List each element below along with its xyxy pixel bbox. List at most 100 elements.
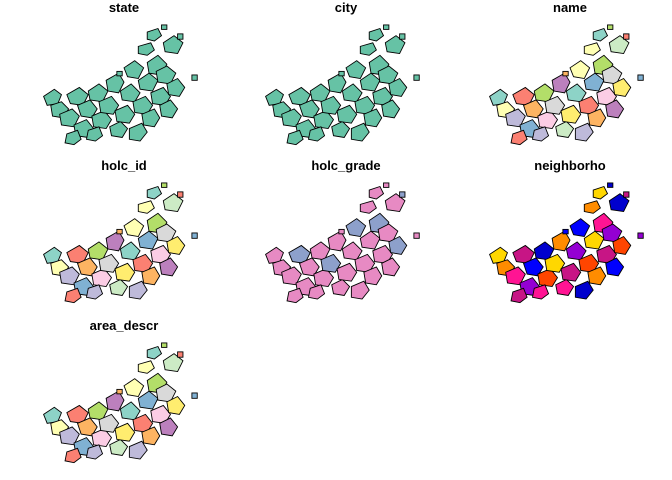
neighbourhood-polygon <box>341 83 363 103</box>
neighbourhood-polygon <box>637 232 644 239</box>
neighbourhood-polygon <box>383 24 390 30</box>
neighbourhood-polygon <box>132 413 154 433</box>
neighbourhood-polygon <box>489 246 509 264</box>
neighbourhood-polygon <box>583 42 601 56</box>
neighbourhood-polygon <box>359 42 377 56</box>
neighbourhood-polygon <box>544 253 566 273</box>
neighbourhood-polygon <box>345 218 367 238</box>
map-panel-holc_id: holc_id <box>24 158 224 308</box>
neighbourhood-polygon <box>384 35 406 55</box>
neighbourhood-polygon <box>177 33 184 40</box>
neighbourhood-polygon <box>377 223 399 243</box>
neighbourhood-polygon <box>162 193 184 213</box>
map-panel-state: state <box>24 0 224 150</box>
neighbourhood-polygon <box>141 426 161 446</box>
neighbourhood-polygon <box>601 223 623 243</box>
neighbourhood-polygon <box>161 342 168 348</box>
neighbourhood-polygon <box>286 129 304 146</box>
neighbourhood-polygon <box>116 228 123 235</box>
neighbourhood-polygon <box>383 182 390 188</box>
neighbourhood-polygon <box>574 122 594 142</box>
neighbourhood-polygon <box>137 72 159 92</box>
neighbourhood-polygon <box>64 287 82 304</box>
neighbourhood-polygon <box>59 266 80 286</box>
neighbourhood-polygon <box>286 287 304 304</box>
neighbourhood-polygon <box>128 440 148 460</box>
neighbourhood-polygon <box>384 193 406 213</box>
panel-title: holc_id <box>101 158 147 173</box>
neighbourhood-polygon <box>128 122 148 142</box>
neighbourhood-polygon <box>66 404 89 424</box>
neighbourhood-polygon <box>605 99 625 119</box>
neighbourhood-polygon <box>64 129 82 146</box>
neighbourhood-polygon <box>161 24 168 30</box>
map-holc_id <box>43 182 198 304</box>
neighbourhood-polygon <box>137 42 155 56</box>
neighbourhood-polygon <box>565 83 587 103</box>
neighbourhood-polygon <box>119 83 141 103</box>
neighbourhood-polygon <box>592 185 609 200</box>
neighbourhood-polygon <box>87 401 109 421</box>
neighbourhood-polygon <box>350 122 370 142</box>
neighbourhood-polygon <box>531 284 550 300</box>
neighbourhood-polygon <box>607 182 614 188</box>
map-panel-city: city <box>246 0 446 150</box>
neighbourhood-polygon <box>191 232 198 239</box>
neighbourhood-polygon <box>191 392 198 399</box>
neighbourhood-polygon <box>114 422 136 442</box>
neighbourhood-polygon <box>146 185 163 200</box>
neighbourhood-polygon <box>363 266 383 286</box>
neighbourhood-polygon <box>505 108 526 128</box>
neighbourhood-polygon <box>578 95 600 115</box>
neighbourhood-polygon <box>159 99 179 119</box>
neighbourhood-polygon <box>109 438 129 456</box>
neighbourhood-polygon <box>608 193 630 213</box>
map-neighborho <box>489 182 644 304</box>
neighbourhood-polygon <box>562 70 569 77</box>
neighbourhood-polygon <box>608 35 630 55</box>
neighbourhood-polygon <box>307 126 326 142</box>
neighbourhood-polygon <box>132 95 154 115</box>
neighbourhood-polygon <box>565 241 587 261</box>
neighbourhood-polygon <box>531 126 550 142</box>
neighbourhood-polygon <box>388 77 408 97</box>
neighbourhood-polygon <box>265 246 285 264</box>
neighbourhood-polygon <box>555 278 575 296</box>
neighbourhood-polygon <box>98 253 120 273</box>
neighbourhood-polygon <box>623 33 630 40</box>
neighbourhood-polygon <box>114 262 136 282</box>
neighbourhood-polygon <box>345 60 367 80</box>
neighbourhood-polygon <box>281 108 302 128</box>
neighbourhood-polygon <box>155 223 177 243</box>
neighbourhood-polygon <box>512 244 535 264</box>
neighbourhood-polygon <box>331 278 351 296</box>
neighbourhood-polygon <box>612 77 632 97</box>
map-panel-area_descr: area_descr <box>24 318 224 468</box>
neighbourhood-polygon <box>569 218 591 238</box>
neighbourhood-polygon <box>123 378 145 398</box>
neighbourhood-polygon <box>159 417 179 437</box>
neighbourhood-polygon <box>413 74 420 81</box>
neighbourhood-polygon <box>544 95 566 115</box>
map-state <box>43 24 198 146</box>
map-city <box>265 24 420 146</box>
neighbourhood-polygon <box>43 406 63 424</box>
neighbourhood-polygon <box>43 246 63 264</box>
map-holc_grade <box>265 182 420 304</box>
neighbourhood-polygon <box>66 86 89 106</box>
neighbourhood-polygon <box>66 244 89 264</box>
neighbourhood-polygon <box>381 99 401 119</box>
neighbourhood-polygon <box>166 235 186 255</box>
neighbourhood-polygon <box>583 72 605 92</box>
neighbourhood-polygon <box>177 191 184 198</box>
neighbourhood-polygon <box>85 126 104 142</box>
neighbourhood-polygon <box>592 27 609 42</box>
neighbourhood-polygon <box>162 353 184 373</box>
neighbourhood-polygon <box>489 88 509 106</box>
neighbourhood-polygon <box>587 108 607 128</box>
neighbourhood-polygon <box>413 232 420 239</box>
neighbourhood-polygon <box>354 253 376 273</box>
neighbourhood-polygon <box>298 257 320 277</box>
neighbourhood-polygon <box>359 72 381 92</box>
neighbourhood-polygon <box>265 88 285 106</box>
